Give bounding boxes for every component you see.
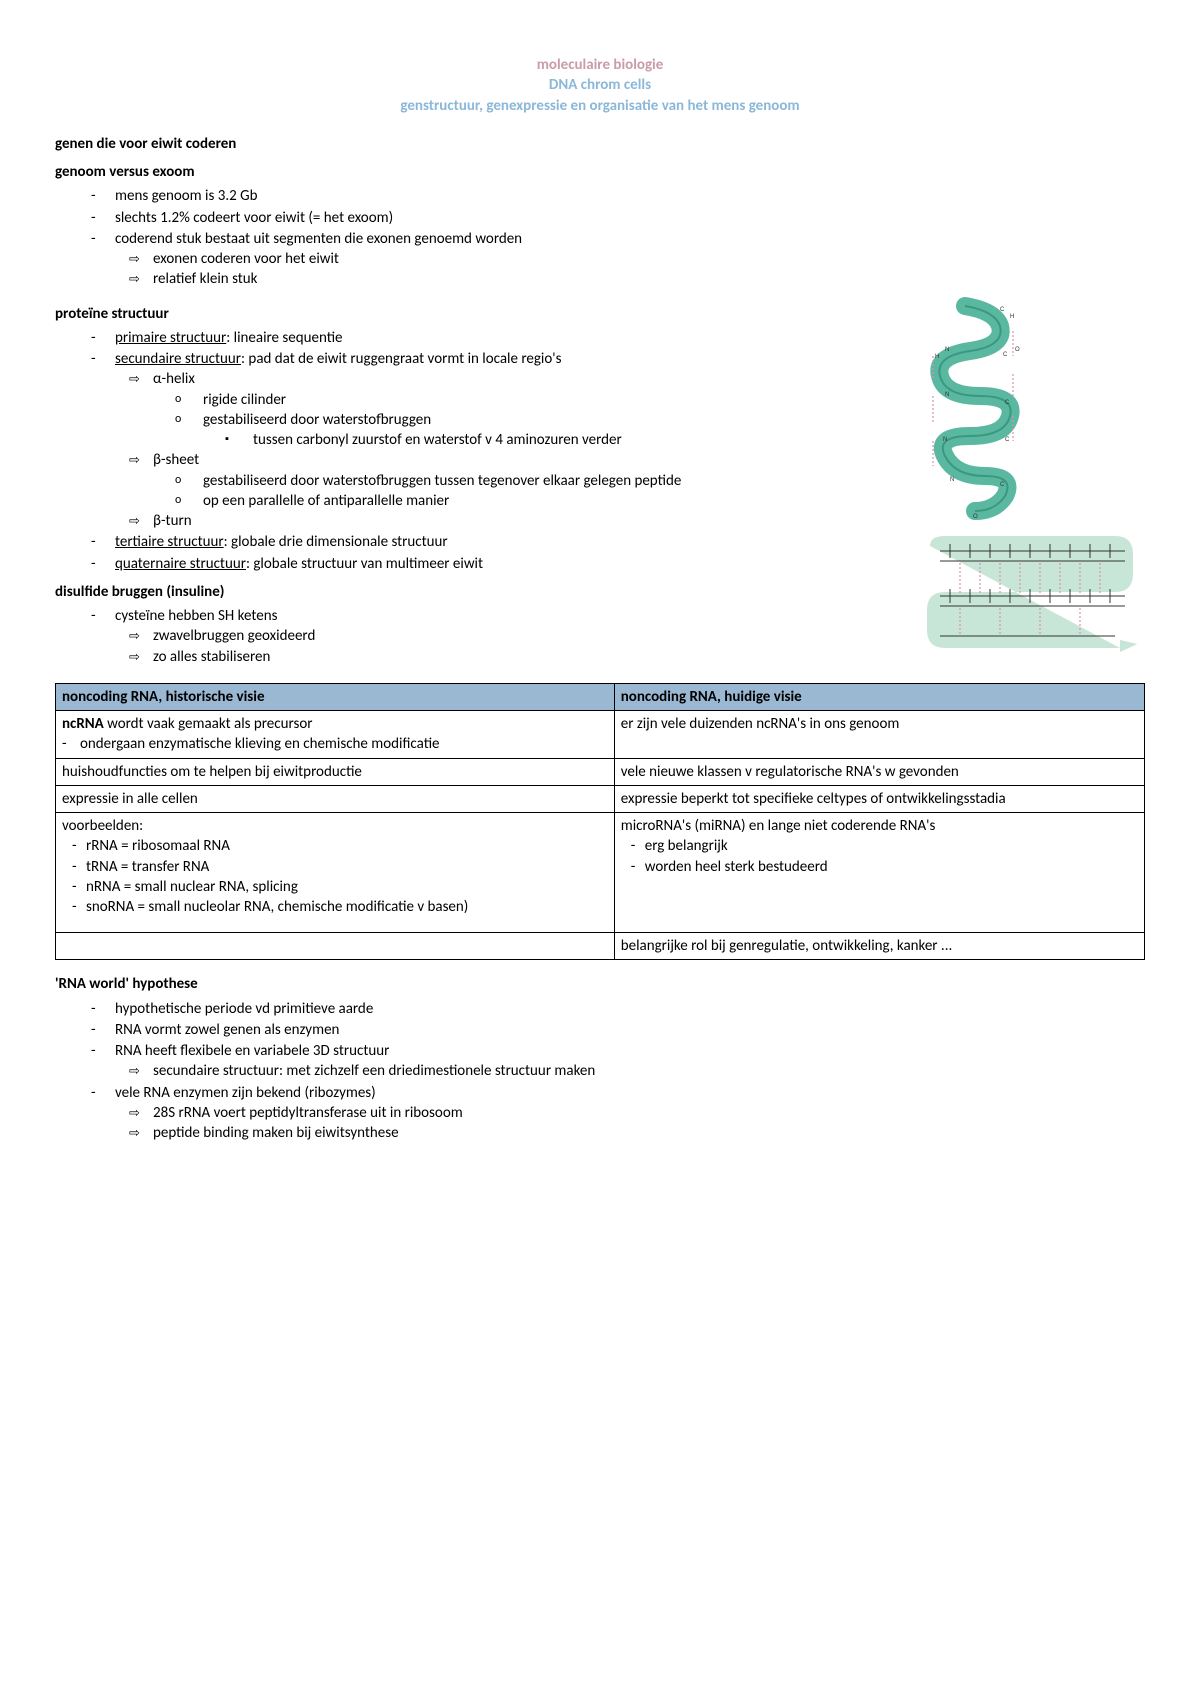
svg-text:H: H xyxy=(935,354,939,360)
table-cell: microRNA's (miRNA) en lange niet coderen… xyxy=(614,813,1144,933)
helix-sheet-svg: CH NH CO NC NC NC O xyxy=(905,296,1145,656)
header-course: moleculaire biologie xyxy=(55,55,1145,75)
svg-text:O: O xyxy=(973,514,978,520)
sub-item: secundaire structuur: met zichzelf een d… xyxy=(153,1061,1145,1081)
svg-text:N: N xyxy=(945,392,949,398)
table-cell: huishoudfuncties om te helpen bij eiwitp… xyxy=(56,758,615,785)
protein-structure-diagram: CH NH CO NC NC NC O xyxy=(905,296,1145,673)
section-disulfide-title: disulfide bruggen (insuline) xyxy=(55,582,895,602)
table-cell: expressie beperkt tot specifieke celtype… xyxy=(614,785,1144,812)
sub-sub-item: gestabiliseerd door waterstofbruggen tus… xyxy=(203,471,895,491)
sub-item: zo alles stabiliseren xyxy=(153,647,895,667)
section-genes-title-2: genoom versus exoom xyxy=(55,162,1145,182)
list-item: slechts 1.2% codeert voor eiwit (= het e… xyxy=(115,208,1145,228)
sub-item: α-helix rigide cilinder gestabiliseerd d… xyxy=(153,369,895,450)
sub-item: relatief klein stuk xyxy=(153,269,1145,289)
svg-text:O: O xyxy=(1015,347,1020,353)
table-cell: belangrijke rol bij genregulatie, ontwik… xyxy=(614,933,1144,960)
header-subtitle: genstructuur, genexpressie en organisati… xyxy=(55,96,1145,116)
table-cell xyxy=(56,933,615,960)
sub-item: zwavelbruggen geoxideerd xyxy=(153,626,895,646)
genes-list: mens genoom is 3.2 Gb slechts 1.2% codee… xyxy=(55,186,1145,289)
sub-sub-item: gestabiliseerd door waterstofbruggen tus… xyxy=(203,410,895,451)
header-topic: DNA chrom cells xyxy=(55,75,1145,95)
document-header: moleculaire biologie DNA chrom cells gen… xyxy=(55,55,1145,116)
table-cell: voorbeelden: rRNA = ribosomaal RNA tRNA … xyxy=(56,813,615,933)
sub-item: β-sheet gestabiliseerd door waterstofbru… xyxy=(153,450,895,511)
leaf-item: tussen carbonyl zuurstof en waterstof v … xyxy=(253,430,895,450)
svg-text:C: C xyxy=(1005,437,1010,443)
svg-text:N: N xyxy=(943,437,947,443)
svg-text:C: C xyxy=(1003,352,1008,358)
table-header: noncoding RNA, historische visie xyxy=(56,683,615,710)
list-item: quaternaire structuur: globale structuur… xyxy=(115,554,895,574)
protein-list: primaire structuur: lineaire sequentie s… xyxy=(55,328,895,574)
svg-text:C: C xyxy=(1000,307,1005,313)
section-protein-title: proteïne structuur xyxy=(55,304,895,324)
list-item: rRNA = ribosomaal RNA xyxy=(86,836,608,856)
disulfide-list: cysteïne hebben SH ketens zwavelbruggen … xyxy=(55,606,895,667)
list-item: erg belangrijk xyxy=(645,836,1138,856)
list-item: RNA heeft flexibele en variabele 3D stru… xyxy=(115,1041,1145,1082)
svg-text:N: N xyxy=(945,347,949,353)
sub-sub-item: op een parallelle of antiparallelle mani… xyxy=(203,491,895,511)
sub-item: exonen coderen voor het eiwit xyxy=(153,249,1145,269)
list-item: coderend stuk bestaat uit segmenten die … xyxy=(115,229,1145,290)
list-item: snoRNA = small nucleolar RNA, chemische … xyxy=(86,897,608,917)
list-item: secundaire structuur: pad dat de eiwit r… xyxy=(115,349,895,531)
list-item: hypothetische periode vd primitieve aard… xyxy=(115,999,1145,1019)
rna-world-list: hypothetische periode vd primitieve aard… xyxy=(55,999,1145,1144)
sub-sub-item: rigide cilinder xyxy=(203,390,895,410)
list-item: nRNA = small nuclear RNA, splicing xyxy=(86,877,608,897)
list-item: primaire structuur: lineaire sequentie xyxy=(115,328,895,348)
section-rna-world-title: 'RNA world' hypothese xyxy=(55,974,1145,994)
table-cell: er zijn vele duizenden ncRNA's in ons ge… xyxy=(614,711,1144,759)
list-item: mens genoom is 3.2 Gb xyxy=(115,186,1145,206)
sub-item: peptide binding maken bij eiwitsynthese xyxy=(153,1123,1145,1143)
table-cell: expressie in alle cellen xyxy=(56,785,615,812)
list-item: cysteïne hebben SH ketens zwavelbruggen … xyxy=(115,606,895,667)
table-cell: vele nieuwe klassen v regulatorische RNA… xyxy=(614,758,1144,785)
svg-text:C: C xyxy=(1000,482,1005,488)
svg-text:N: N xyxy=(950,477,954,483)
table-header: noncoding RNA, huidige visie xyxy=(614,683,1144,710)
list-item: RNA vormt zowel genen als enzymen xyxy=(115,1020,1145,1040)
list-item: vele RNA enzymen zijn bekend (ribozymes)… xyxy=(115,1083,1145,1144)
svg-text:H: H xyxy=(1010,314,1014,320)
beta-sheet-icon xyxy=(927,536,1137,652)
list-item: tertiaire structuur: globale drie dimens… xyxy=(115,532,895,552)
table-cell: ncRNA wordt vaak gemaakt als precursor o… xyxy=(56,711,615,759)
svg-text:C: C xyxy=(1005,400,1010,406)
section-genes-title-1: genen die voor eiwit coderen xyxy=(55,134,1145,154)
sub-item: β-turn xyxy=(153,511,895,531)
list-item: worden heel sterk bestudeerd xyxy=(645,857,1138,877)
sub-item: 28S rRNA voert peptidyltransferase uit i… xyxy=(153,1103,1145,1123)
list-item: tRNA = transfer RNA xyxy=(86,857,608,877)
ncrna-comparison-table: noncoding RNA, historische visie noncodi… xyxy=(55,683,1145,961)
